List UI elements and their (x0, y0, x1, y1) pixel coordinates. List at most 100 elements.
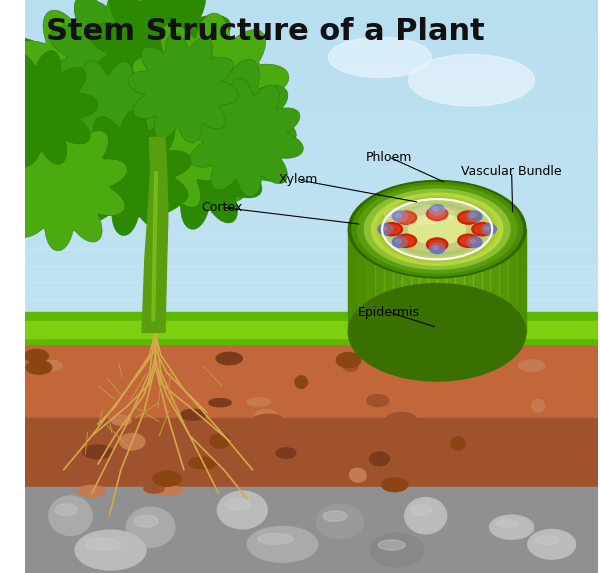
Ellipse shape (295, 376, 307, 388)
Ellipse shape (338, 356, 351, 365)
Bar (508, 229, 517, 332)
Ellipse shape (70, 132, 151, 166)
Ellipse shape (111, 415, 131, 425)
Polygon shape (130, 13, 289, 176)
Ellipse shape (316, 504, 364, 539)
Polygon shape (148, 55, 296, 201)
Polygon shape (142, 138, 168, 332)
Text: Stem Structure of a Plant: Stem Structure of a Plant (46, 17, 485, 46)
Ellipse shape (83, 445, 113, 459)
Ellipse shape (460, 213, 476, 222)
Text: Cortex: Cortex (202, 201, 243, 214)
Text: Vascular Bundle: Vascular Bundle (461, 166, 562, 178)
Ellipse shape (458, 234, 479, 248)
Ellipse shape (382, 199, 492, 260)
Bar (401, 229, 410, 332)
Bar (25, 66, 598, 83)
Ellipse shape (217, 491, 267, 529)
Polygon shape (128, 33, 239, 143)
Bar (25, 249, 598, 266)
Ellipse shape (256, 410, 276, 419)
Ellipse shape (411, 505, 432, 516)
Bar (25, 338, 598, 424)
Bar (437, 229, 446, 332)
Bar (25, 116, 598, 133)
Ellipse shape (398, 237, 414, 245)
Ellipse shape (367, 395, 389, 407)
Polygon shape (135, 97, 267, 229)
Polygon shape (0, 22, 157, 201)
Bar (25, 299, 598, 316)
Bar (375, 229, 384, 332)
Ellipse shape (467, 237, 482, 248)
Ellipse shape (427, 238, 448, 251)
Bar (25, 199, 598, 216)
Bar (349, 229, 357, 332)
Ellipse shape (94, 72, 162, 134)
Bar (349, 229, 526, 332)
Bar (428, 229, 437, 332)
Ellipse shape (216, 352, 242, 364)
Bar (25, 233, 598, 249)
Bar (25, 0, 598, 17)
Bar (25, 321, 598, 338)
Bar (410, 229, 419, 332)
Polygon shape (47, 61, 166, 176)
Ellipse shape (42, 360, 62, 371)
Polygon shape (187, 79, 304, 197)
Polygon shape (68, 109, 191, 236)
Ellipse shape (336, 352, 361, 368)
Ellipse shape (395, 211, 416, 224)
Bar (25, 316, 598, 332)
Text: Epidermis: Epidermis (358, 306, 420, 319)
Bar (366, 229, 375, 332)
Ellipse shape (70, 52, 185, 155)
Ellipse shape (405, 497, 446, 534)
Ellipse shape (429, 240, 445, 249)
Ellipse shape (328, 37, 431, 77)
Ellipse shape (430, 243, 445, 254)
Ellipse shape (75, 530, 146, 570)
Bar (455, 229, 464, 332)
Ellipse shape (144, 484, 164, 493)
Ellipse shape (472, 223, 493, 236)
Ellipse shape (86, 538, 121, 550)
Ellipse shape (528, 529, 575, 559)
Ellipse shape (364, 189, 510, 269)
Ellipse shape (370, 452, 389, 466)
Ellipse shape (357, 186, 517, 273)
Ellipse shape (373, 194, 501, 264)
Polygon shape (89, 0, 233, 124)
Ellipse shape (209, 399, 231, 407)
Ellipse shape (49, 496, 92, 536)
Ellipse shape (392, 211, 407, 222)
Ellipse shape (253, 414, 284, 426)
Ellipse shape (384, 205, 455, 224)
Ellipse shape (470, 240, 476, 243)
Ellipse shape (384, 200, 490, 258)
Bar (25, 166, 598, 183)
Bar (25, 312, 598, 344)
Ellipse shape (25, 350, 49, 362)
Bar (25, 83, 598, 100)
Ellipse shape (409, 54, 535, 106)
Ellipse shape (451, 437, 465, 450)
Ellipse shape (395, 214, 401, 218)
Polygon shape (7, 2, 169, 164)
Ellipse shape (154, 486, 182, 495)
Ellipse shape (134, 515, 158, 527)
Ellipse shape (467, 211, 482, 222)
Ellipse shape (496, 520, 518, 527)
Polygon shape (152, 172, 158, 321)
Bar (482, 229, 490, 332)
Bar (419, 229, 428, 332)
Bar (464, 229, 473, 332)
Ellipse shape (119, 433, 145, 450)
Ellipse shape (389, 203, 485, 256)
Ellipse shape (427, 207, 448, 221)
Ellipse shape (384, 225, 400, 234)
Bar (446, 229, 455, 332)
Bar (25, 487, 598, 573)
Ellipse shape (395, 240, 401, 243)
Ellipse shape (210, 433, 230, 448)
